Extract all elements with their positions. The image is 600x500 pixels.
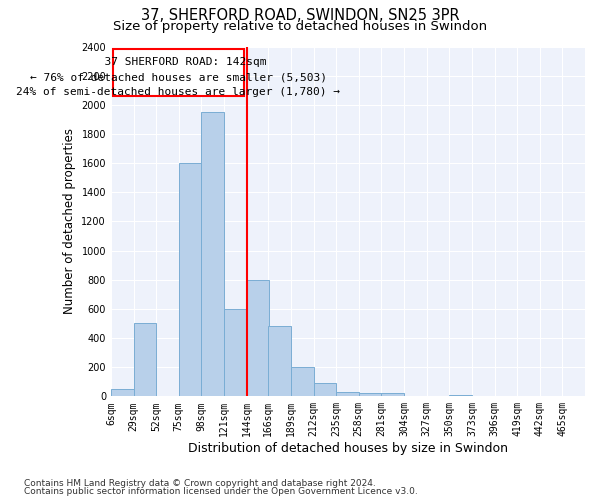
Text: Contains public sector information licensed under the Open Government Licence v3: Contains public sector information licen…: [24, 487, 418, 496]
Bar: [111, 389, 134, 396]
Bar: [179, 163, 202, 396]
Bar: [336, 392, 359, 396]
Bar: [291, 367, 314, 396]
Bar: [359, 392, 382, 396]
Text: Contains HM Land Registry data © Crown copyright and database right 2024.: Contains HM Land Registry data © Crown c…: [24, 478, 376, 488]
Bar: [268, 326, 291, 396]
Text: 24% of semi-detached houses are larger (1,780) →: 24% of semi-detached houses are larger (…: [16, 88, 340, 98]
Y-axis label: Number of detached properties: Number of detached properties: [63, 128, 76, 314]
Text: 37, SHERFORD ROAD, SWINDON, SN25 3PR: 37, SHERFORD ROAD, SWINDON, SN25 3PR: [140, 8, 460, 22]
Bar: [134, 324, 156, 396]
Bar: [382, 394, 404, 396]
X-axis label: Distribution of detached houses by size in Swindon: Distribution of detached houses by size …: [188, 442, 508, 455]
Bar: [224, 309, 247, 396]
Bar: [449, 395, 472, 396]
Text: ← 76% of detached houses are smaller (5,503): ← 76% of detached houses are smaller (5,…: [30, 72, 327, 83]
Text: 37 SHERFORD ROAD: 142sqm: 37 SHERFORD ROAD: 142sqm: [91, 58, 266, 68]
Bar: [202, 112, 224, 397]
Text: Size of property relative to detached houses in Swindon: Size of property relative to detached ho…: [113, 20, 487, 33]
Bar: [314, 383, 336, 396]
Bar: [113, 48, 244, 96]
Bar: [247, 280, 269, 396]
